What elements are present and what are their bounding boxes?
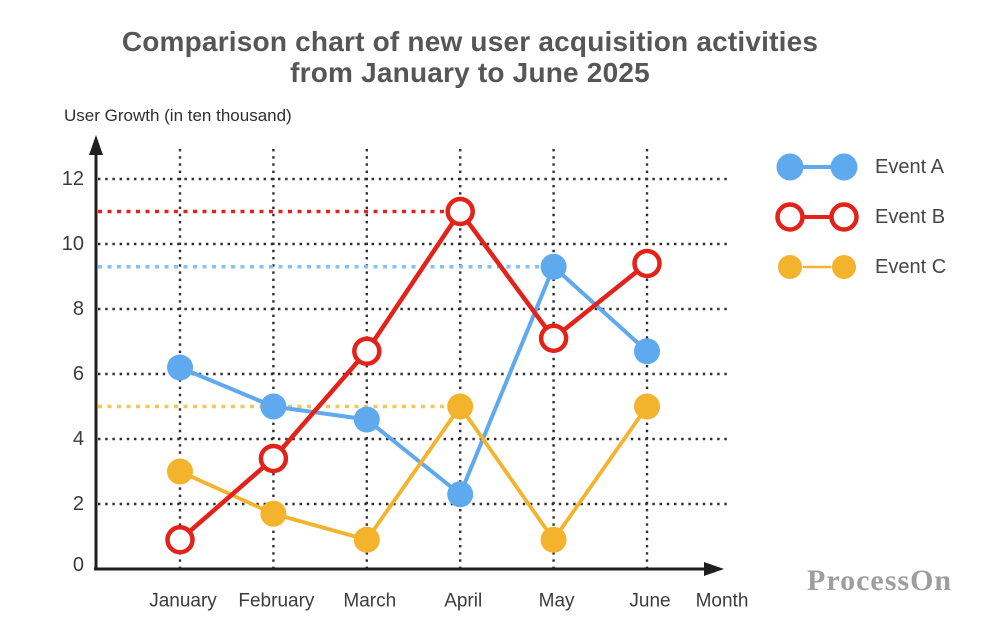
legend-dot	[832, 255, 856, 279]
legend-label-event-c: Event C	[875, 255, 947, 278]
legend-item-event-a: Event A	[773, 149, 946, 185]
legend-dot	[830, 153, 858, 181]
data-point-event-b	[258, 443, 289, 474]
legend-marker-event-a	[776, 153, 858, 181]
series-line-event-a	[178, 264, 649, 497]
y-axis-unit-label: User Growth (in ten thousand)	[64, 106, 292, 125]
y-tick-label: 2	[73, 493, 84, 515]
data-point-event-c	[260, 500, 287, 527]
y-axis-arrow	[89, 135, 103, 155]
data-point-event-c	[167, 458, 193, 485]
legend-marker-event-c	[778, 255, 856, 279]
data-point-event-b	[445, 196, 475, 227]
legend-item-event-b: Event B	[773, 199, 946, 235]
data-point-event-b	[165, 525, 195, 555]
legend-marker-event-b	[775, 202, 859, 232]
series-line-event-b	[177, 209, 650, 542]
data-point-event-a	[447, 481, 474, 508]
x-tick-label: February	[238, 591, 315, 612]
legend-label-event-b: Event B	[875, 205, 946, 228]
data-point-event-b	[632, 248, 662, 279]
legend-item-event-c: Event C	[773, 249, 946, 285]
x-tick-label: March	[343, 591, 396, 612]
x-axis-arrow	[704, 562, 724, 576]
y-tick-label: 6	[73, 363, 84, 385]
legend-label-event-a: Event A	[875, 155, 944, 178]
x-tick-label: April	[444, 591, 482, 612]
x-tick-label: January	[149, 591, 217, 612]
series-line-event-c	[178, 404, 649, 542]
chart-title-line2: from January to June 2025	[290, 57, 650, 88]
y-tick-label: 12	[62, 168, 84, 190]
x-tick-label: May	[539, 591, 575, 612]
x-tick-label: June	[629, 591, 670, 612]
data-point-event-b	[538, 323, 569, 353]
legend-dot	[778, 255, 802, 279]
data-point-event-a	[167, 354, 193, 381]
chart-title-line1: Comparison chart of new user acquisition…	[121, 26, 819, 57]
y-tick-label: 0	[73, 554, 84, 576]
legend-dot	[775, 202, 805, 232]
legend-dot	[829, 202, 859, 232]
chart-title: Comparison chart of new user acquisition…	[0, 26, 940, 88]
y-tick-label: 8	[73, 298, 84, 320]
data-point-event-b	[352, 336, 382, 366]
x-axis-title: Month	[696, 591, 749, 612]
data-point-event-a	[353, 406, 380, 433]
y-tick-label: 4	[73, 428, 84, 450]
processon-watermark: ProcessOn	[807, 564, 953, 597]
chart-legend: Event A Event B Event C	[773, 149, 946, 285]
data-point-event-c	[540, 526, 567, 553]
data-point-event-a	[540, 253, 567, 280]
data-point-event-a	[634, 338, 660, 365]
legend-dot	[776, 153, 804, 181]
data-point-event-c	[353, 526, 380, 553]
data-point-event-c	[634, 393, 660, 420]
data-point-event-c	[447, 393, 474, 420]
y-tick-label: 10	[62, 233, 84, 255]
data-point-event-a	[260, 393, 287, 420]
